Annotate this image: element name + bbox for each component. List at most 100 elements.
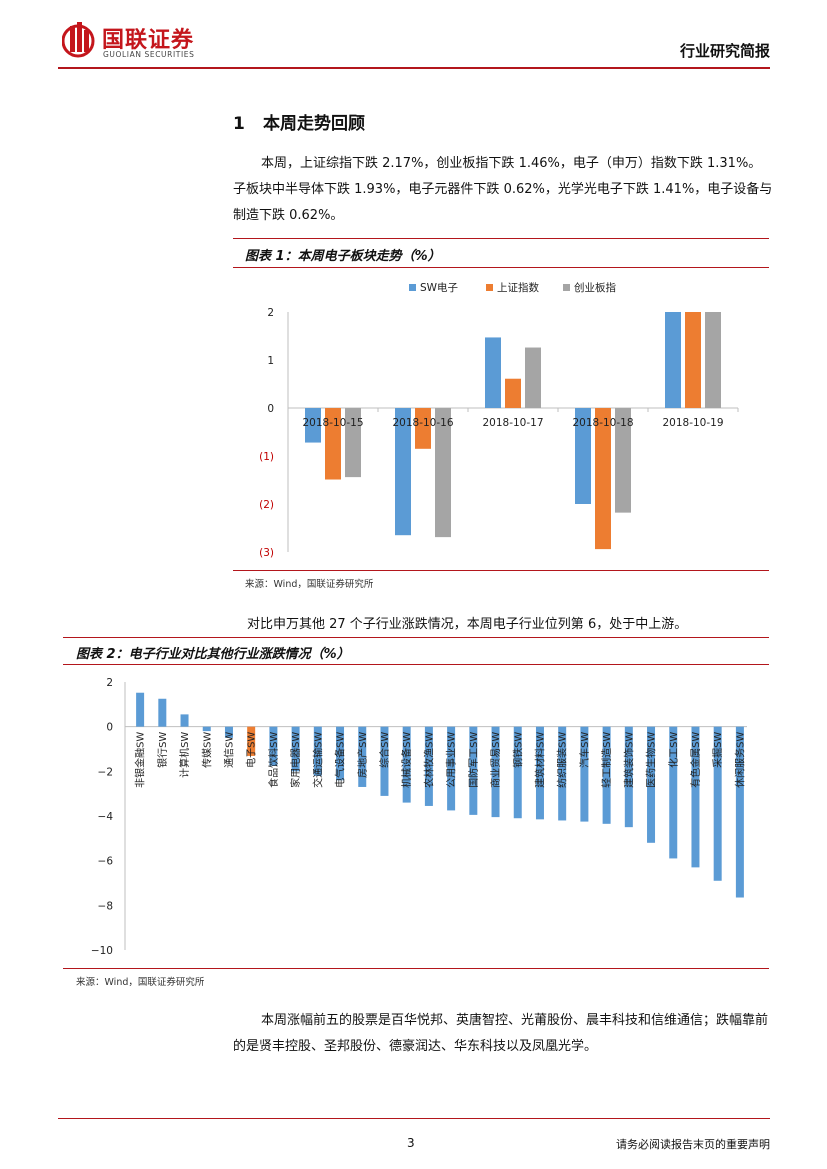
x-tick-label: 家用电器SW (289, 732, 302, 788)
x-tick-label: 2018-10-19 (662, 417, 723, 429)
y-tick-label: −6 (98, 856, 114, 868)
legend-label-2: 上证指数 (497, 281, 539, 294)
bar-国防军工SW (469, 726, 478, 815)
bar-3-2018-10-18 (615, 408, 631, 513)
x-tick-label: 银行SW (156, 732, 169, 768)
page-number: 3 (407, 1136, 415, 1150)
paragraph-2-text: 对比申万其他 27 个子行业涨跌情况，本周电子行业位列第 6，处于中上游。 (247, 617, 688, 632)
bar-纺织服装SW (558, 726, 567, 821)
bar-轻工制造SW (602, 726, 611, 824)
bar-3-2018-10-15 (345, 408, 361, 478)
weekly-summary-paragraph: 本周，上证综指下跌 2.17%，创业板指下跌 1.46%，电子（申万）指数下跌 … (233, 151, 773, 229)
x-tick-label: 电气设备SW (334, 732, 347, 788)
logo-english-name: GUOLIAN SECURITIES (103, 50, 195, 59)
y-tick-label: −10 (91, 945, 113, 957)
x-tick-label: 化工SW (667, 732, 680, 768)
top-stocks-paragraph: 本周涨幅前五的股票是百华悦邦、英唐智控、光莆股份、晨丰科技和信维通信；跌幅靠前的… (233, 1008, 773, 1060)
bar-化工SW (669, 726, 678, 859)
x-tick-label: 采掘SW (711, 732, 724, 768)
figure-2-top-rule (63, 637, 769, 638)
bar-电子SW (247, 726, 256, 756)
figure-2-title: 图表 2：电子行业对比其他行业涨跌情况（%） (76, 647, 350, 662)
ranking-paragraph: 对比申万其他 27 个子行业涨跌情况，本周电子行业位列第 6，处于中上游。 (233, 612, 773, 638)
bar-2-2018-10-15 (325, 408, 341, 480)
bar-3-2018-10-17 (525, 347, 541, 408)
bar-医药生物SW (647, 726, 656, 843)
paragraph-3-text: 本周涨幅前五的股票是百华悦邦、英唐智控、光莆股份、晨丰科技和信维通信；跌幅靠前的… (233, 1013, 769, 1054)
section-title: 本周走势回顾 (263, 114, 365, 134)
company-logo: 国联证券 GUOLIAN SECURITIES (58, 20, 228, 62)
x-tick-label: 纺织服装SW (556, 732, 569, 788)
bar-2-2018-10-17 (505, 378, 521, 408)
x-tick-label: 机械设备SW (400, 732, 413, 788)
bar-通信SW (224, 726, 233, 738)
y-tick-label: −4 (98, 811, 114, 823)
y-tick-label: (3) (259, 547, 274, 559)
x-tick-label: 国防军工SW (467, 732, 480, 788)
figure-1-bottom-rule (233, 570, 769, 571)
x-tick-label: 汽车SW (578, 732, 591, 768)
x-tick-label: 非银金融SW (134, 732, 147, 788)
x-tick-label: 房地产SW (356, 732, 369, 778)
y-tick-label: 2 (267, 307, 274, 319)
bar-建筑装饰SW (624, 726, 633, 828)
bar-1-2018-10-16 (395, 408, 411, 536)
x-tick-label: 食品饮料SW (267, 732, 280, 788)
y-tick-label: −2 (98, 766, 113, 778)
figure-1-top-rule (233, 238, 769, 239)
legend-swatch-1 (409, 284, 416, 291)
x-tick-label: 建筑装饰SW (622, 732, 635, 788)
figure-2-title-rule (63, 664, 769, 665)
x-tick-label: 2018-10-18 (572, 417, 633, 429)
bar-家用电器SW (291, 726, 300, 772)
bar-2-2018-10-19 (685, 312, 701, 408)
figure-1-chart: SW电子 上证指数 创业板指 2 1 0 (1) (2) (3) 2018-10-15 2018-1… (259, 281, 739, 559)
x-tick-label: 通信SW (223, 732, 235, 768)
figure-2-chart: 2 0 −2 −4 −6 −8 −10 非银金融SW 银行SW 计算机SW 传媒SW 通信SW 电子SW… (91, 677, 747, 957)
footer-divider (58, 1118, 770, 1119)
section-heading: 1 本周走势回顾 (233, 109, 365, 134)
bar-机械设备SW (402, 726, 411, 803)
x-tick-label: 电子SW (245, 732, 258, 768)
logo-mark-icon (62, 22, 95, 58)
bar-有色金属SW (691, 726, 700, 868)
paragraph-1-text: 本周，上证综指下跌 2.17%，创业板指下跌 1.46%，电子（申万）指数下跌 … (233, 156, 773, 223)
logo-chinese-name: 国联证券 (102, 28, 195, 53)
bar-综合SW (380, 726, 389, 796)
bar-电气设备SW (336, 726, 345, 781)
y-tick-label: (1) (259, 451, 274, 463)
figure-2-source: 来源：Wind，国联证券研究所 (76, 977, 205, 988)
bar-食品饮料SW (269, 726, 278, 766)
x-tick-label: 综合SW (378, 732, 391, 768)
bar-商业贸易SW (491, 726, 500, 818)
y-tick-label: −8 (98, 900, 113, 912)
bar-3-2018-10-16 (435, 408, 451, 538)
x-tick-label: 传媒SW (201, 732, 213, 768)
x-tick-label: 2018-10-16 (392, 417, 453, 429)
x-tick-label: 建筑材料SW (533, 732, 546, 788)
bar-房地产SW (358, 726, 367, 787)
y-tick-label: 0 (267, 403, 274, 415)
bar-计算机SW (180, 714, 189, 727)
bar-交通运输SW (313, 726, 322, 776)
bar-休闲服务SW (735, 726, 744, 898)
bar-2-2018-10-18 (595, 408, 611, 550)
header-divider (58, 67, 770, 69)
x-tick-label: 轻工制造SW (600, 732, 613, 788)
x-tick-label: 2018-10-17 (482, 417, 543, 429)
y-tick-label: (2) (259, 499, 274, 511)
bar-非银金融SW (136, 692, 145, 727)
bar-建筑材料SW (535, 726, 544, 820)
report-type-label: 行业研究简报 (679, 42, 770, 60)
bar-2-2018-10-16 (415, 408, 431, 449)
y-tick-label: 2 (106, 677, 113, 689)
x-tick-label: 钢铁SW (511, 732, 524, 768)
x-tick-label: 公用事业SW (445, 732, 458, 788)
bar-汽车SW (580, 726, 589, 822)
page-header: 国联证券 GUOLIAN SECURITIES 行业研究简报 (58, 18, 770, 68)
x-tick-label: 农林牧渔SW (422, 732, 435, 788)
y-tick-label: 0 (106, 722, 113, 734)
bar-银行SW (158, 698, 167, 727)
x-tick-label: 商业贸易SW (489, 732, 502, 788)
figure-2-bottom-rule (63, 968, 769, 969)
